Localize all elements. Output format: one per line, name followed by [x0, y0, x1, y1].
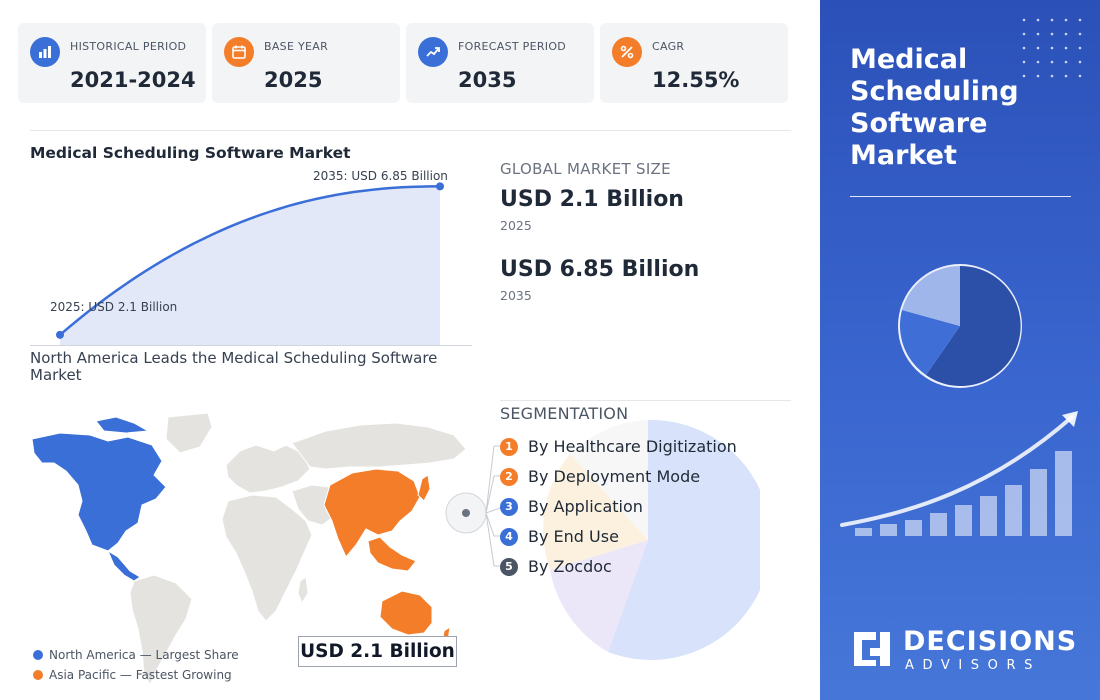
legend-label: Asia Pacific — Fastest Growing: [49, 668, 232, 682]
brand-logo: DECISIONS ADVISORS: [850, 624, 1080, 680]
bar-chart-icon: [30, 37, 60, 67]
segment-item-deployment-mode[interactable]: 2 By Deployment Mode: [500, 467, 700, 486]
segment-label: By Application: [528, 497, 643, 516]
stat-card-cagr: CAGR 12.55%: [600, 23, 788, 103]
divider: [500, 400, 791, 401]
percent-icon: [612, 37, 642, 67]
stat-card-forecast-period: FORECAST PERIOD 2035: [406, 23, 594, 103]
stat-card-base-year: BASE YEAR 2025: [212, 23, 400, 103]
segment-label: By Deployment Mode: [528, 467, 701, 486]
stats-row: HISTORICAL PERIOD 2021-2024 BASE YEAR 20…: [18, 23, 788, 103]
market-size-year-2035: 2035: [500, 288, 532, 303]
map-legend-north-america: North America — Largest Share: [33, 648, 239, 662]
segment-number: 1: [500, 437, 518, 456]
logo-mark-icon: [854, 632, 890, 666]
pie-slice: [570, 420, 648, 540]
market-size-value-2035: USD 6.85 Billion: [500, 257, 700, 282]
segment-number: 4: [500, 527, 518, 546]
chart-baseline: [30, 345, 472, 346]
map-region-madagascar: [297, 576, 309, 605]
area-fill: [60, 186, 440, 345]
panel-divider: [850, 196, 1071, 197]
chart-title: Medical Scheduling Software Market: [30, 144, 351, 162]
divider: [30, 130, 791, 131]
segment-label: By Healthcare Digitization: [528, 437, 737, 456]
pie-slice: [608, 420, 760, 660]
segment-item-end-use[interactable]: 4 By End Use: [500, 527, 619, 546]
map-region-asia-pacific: [323, 468, 421, 558]
growth-bars-icon: [840, 411, 1078, 536]
map-region-southeast-asia: [367, 536, 417, 572]
legend-dot: [33, 650, 43, 660]
dot-grid-decoration: [1022, 18, 1082, 78]
stat-value: 2021-2024: [70, 68, 196, 92]
data-label-start: 2025: USD 2.1 Billion: [50, 300, 177, 314]
segment-number: 5: [500, 557, 518, 576]
side-panel: Medical Scheduling Software Market DECIS…: [820, 0, 1100, 700]
stat-label: CAGR: [652, 40, 685, 53]
map-region-south-america: [129, 574, 193, 687]
trend-up-icon: [418, 37, 448, 67]
world-map: [31, 412, 467, 687]
market-size-year-2025: 2025: [500, 218, 532, 233]
data-point-start: [56, 330, 64, 339]
data-point-end: [436, 182, 444, 191]
map-region-japan: [417, 474, 431, 502]
brand-name: DECISIONS: [903, 626, 1078, 657]
segmentation-title: SEGMENTATION: [500, 404, 629, 423]
stat-card-historical-period: HISTORICAL PERIOD 2021-2024: [18, 23, 206, 103]
segment-number: 2: [500, 467, 518, 486]
stat-value: 2035: [458, 68, 517, 92]
map-region-north-america: [31, 432, 167, 552]
segment-label: By Zocdoc: [528, 557, 612, 576]
map-region-central-america: [106, 549, 141, 582]
map-region-greenland: [165, 412, 213, 454]
pie-slice: [543, 454, 648, 570]
market-size-title: GLOBAL MARKET SIZE: [500, 160, 671, 178]
stat-value: 2025: [264, 68, 323, 92]
legend-dot: [33, 670, 43, 680]
data-label-end: 2035: USD 6.85 Billion: [313, 169, 448, 183]
pie-slice: [550, 540, 648, 652]
map-region-europe: [225, 444, 311, 494]
segment-item-healthcare-digitization[interactable]: 1 By Healthcare Digitization: [500, 437, 737, 456]
stat-label: BASE YEAR: [264, 40, 329, 53]
map-region-australia: [379, 590, 433, 636]
panel-title: Medical Scheduling Software Market: [850, 44, 1019, 171]
map-region-russia: [291, 422, 467, 470]
market-size-value-2025: USD 2.1 Billion: [500, 187, 684, 212]
segmentation-background-pie: [543, 420, 760, 660]
segment-item-zocdoc[interactable]: 5 By Zocdoc: [500, 557, 612, 576]
map-title: North America Leads the Medical Scheduli…: [30, 349, 438, 384]
calendar-icon: [224, 37, 254, 67]
growth-area-chart: 2025: USD 2.1 Billion 2035: USD 6.85 Bil…: [50, 169, 448, 345]
stat-label: FORECAST PERIOD: [458, 40, 567, 53]
segment-label: By End Use: [528, 527, 619, 546]
segment-item-application[interactable]: 3 By Application: [500, 497, 643, 516]
series-line: [59, 185, 440, 336]
map-region-africa: [221, 494, 313, 622]
map-legend-asia-pacific: Asia Pacific — Fastest Growing: [33, 668, 232, 682]
stat-value: 12.55%: [652, 68, 740, 92]
brand-subtitle: ADVISORS: [905, 658, 1041, 673]
map-region-canada-islands: [95, 416, 150, 434]
stat-label: HISTORICAL PERIOD: [70, 40, 187, 53]
segmentation-connector: [445, 445, 507, 567]
segment-number: 3: [500, 497, 518, 516]
legend-label: North America — Largest Share: [49, 648, 239, 662]
map-value-box: USD 2.1 Billion: [298, 636, 457, 667]
pie-chart-icon: [898, 264, 1022, 388]
